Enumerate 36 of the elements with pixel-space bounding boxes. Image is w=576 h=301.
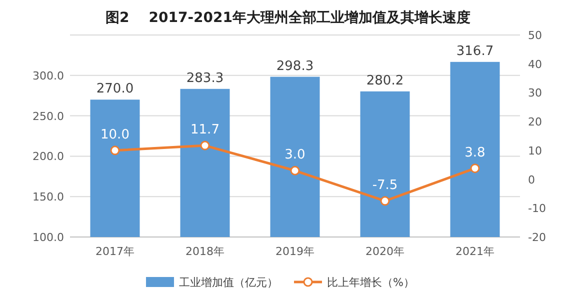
x-tick-label: 2017年 (96, 245, 134, 258)
y2-tick-label: 30 (528, 86, 542, 100)
x-tick-label: 2020年 (366, 245, 404, 258)
point (200, 140, 210, 150)
y2-tick-label: -20 (528, 231, 546, 244)
point (290, 166, 300, 176)
x-tick-label: 2019年 (276, 245, 314, 258)
y2-tick-label: 10 (528, 144, 542, 158)
y-tick-label: 150.0 (32, 190, 64, 204)
data-label: 298.3 (276, 58, 314, 74)
data-label: 3.8 (464, 145, 486, 160)
data-label: 280.2 (366, 73, 404, 88)
y-tick-label: 200.0 (32, 150, 64, 164)
data-label: 283.3 (186, 70, 224, 86)
y-tick-label: 100.0 (32, 231, 64, 244)
y2-tick-label: 40 (528, 58, 542, 71)
data-label: 270.0 (96, 82, 134, 97)
y-tick-label: 250.0 (32, 110, 64, 123)
chart-title: 图2 2017-2021年大理州全部工业增加值及其增长速度 (106, 9, 470, 26)
data-label: 3.0 (284, 148, 306, 163)
legend-label: 工业增加值（亿元） (179, 276, 278, 289)
point (470, 164, 480, 174)
y2-tick-label: 50 (528, 29, 542, 42)
point (110, 146, 120, 156)
x-tick-label: 2021年 (456, 245, 494, 258)
y-tick-label: 300.0 (32, 69, 64, 82)
point (380, 196, 390, 206)
data-label: 11.7 (190, 122, 220, 138)
y2-tick-label: 20 (528, 116, 542, 129)
y2-tick-label: 0 (528, 173, 535, 186)
data-label: -7.5 (372, 178, 398, 193)
x-tick-label: 2018年 (186, 245, 224, 258)
data-label: 10.0 (100, 127, 130, 142)
y2-tick-label: -10 (528, 202, 546, 216)
legend-label: 比上年增长（%） (327, 276, 414, 289)
data-label: 316.7 (456, 44, 494, 59)
